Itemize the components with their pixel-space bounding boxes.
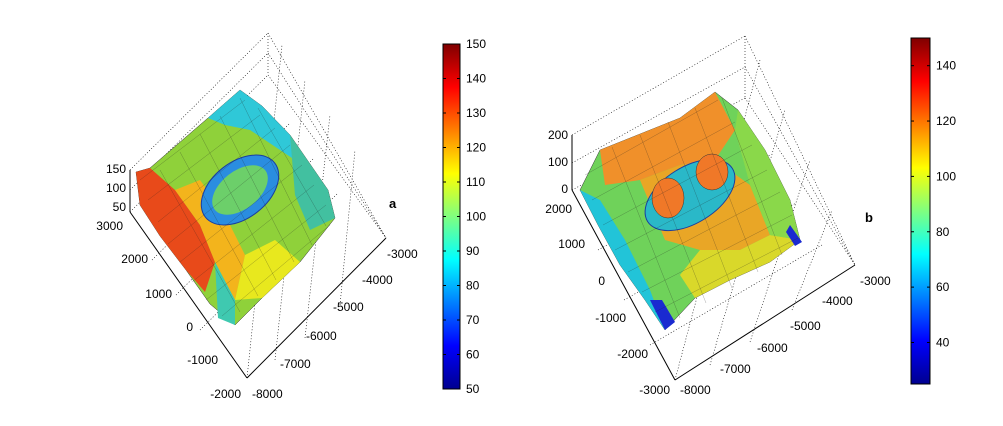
panel-a-colorbar-tick-label: 60 [466, 348, 480, 362]
panel-a-mesh [139, 97, 331, 317]
panel-b-mound-1 [651, 177, 685, 219]
panel-b-colorbar-tick-label: 140 [936, 59, 956, 73]
panel-b-y-tick: -6000 [757, 341, 788, 355]
panel-a: 50 100 150 3000 2000 1000 0 -1000 -2000 … [96, 32, 486, 401]
panel-a-x-tick: 1000 [145, 287, 172, 301]
panel-b-x-tick: -3000 [639, 383, 670, 397]
panel-a-colorbar-tick-label: 100 [466, 210, 486, 224]
panel-a-colorbar-tick-label: 150 [466, 37, 486, 51]
panel-a-surface [135, 89, 336, 326]
panel-b-x-tick: 2000 [545, 202, 572, 216]
panel-a-axes [129, 170, 387, 379]
panel-a-label: a [389, 196, 397, 211]
panel-b-z-ticks: 0 100 200 [548, 128, 568, 196]
panel-a-colorbar: 50 60 70 80 90 100 110 120 130 140 150 [442, 37, 486, 396]
panel-a-colorbar-tick-label: 80 [466, 279, 480, 293]
panel-b-colorbar-tick-label: 40 [936, 335, 950, 349]
panel-a-colorbar-tick-label: 50 [466, 382, 480, 396]
panel-a-surface-yellow [235, 240, 300, 300]
panel-b-z-tick: 0 [561, 182, 568, 196]
panel-a-colorbar-tick-label: 140 [466, 72, 486, 86]
panel-a-colorbar-tick-label: 90 [466, 244, 480, 258]
panel-b-blue-corner [786, 225, 802, 246]
panel-a-surface-red-edge [136, 168, 215, 292]
panel-a-y-tick: -3000 [387, 247, 418, 261]
panel-b-colorbar-tick-label: 100 [936, 169, 956, 183]
panel-a-colorbar-tick-label: 70 [466, 313, 480, 327]
panel-a-x-tick: 0 [186, 320, 193, 334]
panel-a-z-tick: 150 [106, 162, 126, 176]
panel-b-y-ticks: -8000 -7000 -6000 -5000 -4000 -3000 [680, 274, 891, 397]
panel-a-colorbar-tick-label: 120 [466, 141, 486, 155]
panel-a-x-tick: -1000 [187, 353, 218, 367]
panel-b-y-tick: -3000 [860, 274, 891, 288]
panel-b-x-tick: -2000 [617, 347, 648, 361]
panel-b-y-tick: -4000 [822, 294, 853, 308]
panel-b-colorbar-ramp [910, 37, 931, 385]
panel-b-z-tick: 200 [548, 128, 568, 142]
panel-b-surface-cyan-left [580, 190, 665, 330]
panel-a-surface-orange [175, 180, 245, 300]
panel-b-x-tick: 0 [598, 274, 605, 288]
panel-b-z-tick: 100 [548, 155, 568, 169]
panel-b-colorbar-tick-label: 120 [936, 114, 956, 128]
panel-a-z-ticks: 50 100 150 [106, 162, 126, 214]
panel-b-label: b [865, 210, 873, 225]
panel-b-colorbar-tick-label: 60 [936, 280, 950, 294]
panel-b-x-ticks: 2000 1000 0 -1000 -2000 -3000 [545, 202, 670, 397]
panel-a-colorbar-tick-label: 130 [466, 106, 486, 120]
panel-a-x-ticks: 3000 2000 1000 0 -1000 -2000 [96, 219, 241, 401]
panel-b-blue-edge [650, 300, 675, 330]
panel-a-y-tick: -8000 [252, 387, 283, 401]
panel-b-mesh [584, 97, 799, 319]
panel-a-surface-cyan-right [290, 135, 335, 230]
panel-a-x-tick: 2000 [121, 252, 148, 266]
panel-b-x-tick: 1000 [558, 237, 585, 251]
panel-a-x-tick: 3000 [96, 219, 123, 233]
panel-b-x-tick: -1000 [595, 311, 626, 325]
panel-a-y-ticks: -8000 -7000 -6000 -5000 -4000 -3000 [252, 247, 418, 401]
panel-a-z-tick: 100 [106, 181, 126, 195]
panel-b-colorbar-tick-label: 80 [936, 225, 950, 239]
panel-b-surface-green-right [735, 110, 800, 240]
panel-b-axes [571, 135, 856, 381]
panel-a-y-tick: -7000 [280, 357, 311, 371]
panel-b-y-tick: -8000 [680, 383, 711, 397]
panel-b-mound-2 [695, 153, 729, 191]
panel-a-z-tick: 50 [113, 200, 127, 214]
panel-a-y-tick: -5000 [333, 300, 364, 314]
panel-a-x-tick: -2000 [210, 387, 241, 401]
panel-b-y-tick: -5000 [790, 319, 821, 333]
panel-a-surface-cyan-top [208, 90, 310, 170]
panel-a-basin-inner [212, 165, 268, 215]
panel-b-surface [579, 91, 802, 331]
panel-a-y-tick: -4000 [362, 273, 393, 287]
panel-b: 0 100 200 2000 1000 0 -1000 -2000 -3000 … [545, 35, 956, 397]
panel-b-surface-yellow [680, 235, 800, 298]
panel-b-y-tick: -7000 [720, 362, 751, 376]
panel-a-colorbar-tick-label: 110 [466, 175, 485, 189]
panel-b-colorbar: 40 60 80 100 120 140 [910, 37, 956, 385]
panel-a-y-tick: -6000 [306, 329, 337, 343]
